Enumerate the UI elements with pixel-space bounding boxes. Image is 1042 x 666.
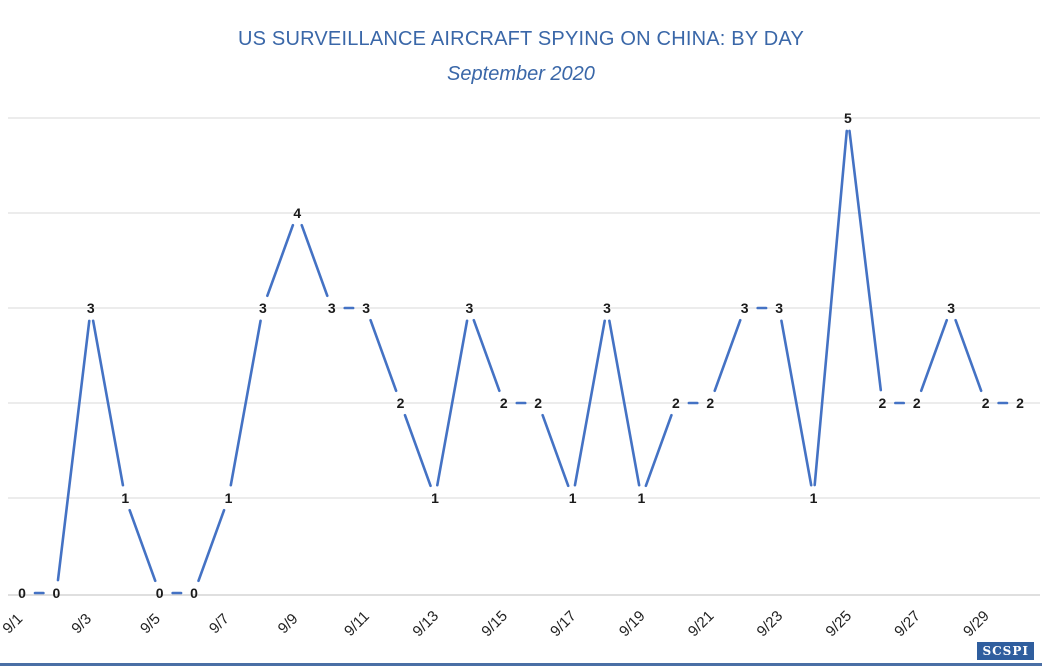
data-label: 3: [465, 300, 473, 316]
data-label: 2: [397, 395, 405, 411]
data-label: 2: [878, 395, 886, 411]
data-label: 1: [810, 490, 818, 506]
series-segment: [472, 318, 501, 393]
data-label: 0: [53, 585, 61, 601]
series-segment: [780, 319, 813, 487]
data-label: 3: [603, 300, 611, 316]
series-segment: [128, 508, 157, 583]
series-segment: [813, 129, 849, 487]
x-tick-label: 9/5: [137, 610, 164, 637]
data-label: 1: [638, 490, 646, 506]
x-tick-label: 9/27: [891, 607, 924, 640]
data-label: 3: [259, 300, 267, 316]
data-label: 2: [500, 395, 508, 411]
x-tick-label: 9/9: [275, 610, 302, 637]
x-tick-label: 9/3: [68, 610, 95, 637]
series-segment: [919, 318, 949, 393]
series-segment: [713, 318, 742, 393]
data-label: 2: [534, 395, 542, 411]
x-tick-label: 9/11: [341, 608, 373, 640]
data-label: 2: [672, 395, 680, 411]
data-labels: 0 0 3 1 0 0 1 3 4 3 3 2 1 3 2 2 1 3 1 2 2 3 3 1 5 2 2 3 2 2: [18, 110, 1024, 601]
series-segment: [56, 319, 91, 582]
series-segment: [403, 413, 432, 488]
data-label: 0: [18, 585, 26, 601]
series-segment: [229, 319, 262, 487]
chart-subtitle: September 2020: [447, 63, 595, 85]
data-label: 2: [1016, 395, 1024, 411]
data-label: 1: [569, 490, 577, 506]
series-segment: [91, 319, 125, 487]
series-segment: [369, 318, 398, 393]
data-label: 1: [121, 490, 129, 506]
series-segment: [541, 413, 570, 488]
data-label: 4: [293, 205, 301, 221]
data-label: 3: [947, 300, 955, 316]
data-label: 0: [190, 585, 198, 601]
series-segment: [573, 319, 607, 487]
series-segment: [197, 508, 226, 583]
x-tick-label: 9/21: [685, 607, 718, 640]
x-tick-label: 9/13: [409, 607, 442, 640]
data-label: 5: [844, 110, 852, 126]
x-tick-label: 9/25: [822, 607, 855, 640]
x-tick-label: 9/29: [960, 607, 993, 640]
series-segment: [608, 319, 641, 487]
data-label: 3: [87, 300, 95, 316]
x-tick-label: 9/23: [754, 607, 787, 640]
data-label: 2: [982, 395, 990, 411]
series-line: [33, 129, 1009, 595]
data-label: 3: [328, 300, 336, 316]
series-segment: [435, 319, 469, 487]
series-segment: [848, 129, 883, 392]
x-tick-label: 9/1: [0, 610, 26, 637]
x-tick-label: 9/15: [478, 607, 511, 640]
x-tick-label: 9/7: [206, 610, 233, 637]
data-label: 2: [706, 395, 714, 411]
data-label: 3: [775, 300, 783, 316]
series-segment: [300, 223, 329, 298]
data-label: 3: [741, 300, 749, 316]
data-label: 3: [362, 300, 370, 316]
data-label: 0: [156, 585, 164, 601]
data-label: 1: [431, 490, 439, 506]
x-tick-label: 9/17: [547, 607, 580, 640]
gridlines: [8, 117, 1040, 499]
x-tick-label: 9/19: [616, 607, 649, 640]
scspi-logo: SCSPI: [977, 642, 1034, 660]
x-tick-labels: 9/1 9/3 9/5 9/7 9/9 9/11 9/13 9/15 9/17 9/19 9/21 9…: [0, 607, 993, 640]
series-segment: [954, 318, 983, 393]
data-label: 1: [225, 490, 233, 506]
series-segment: [644, 413, 673, 488]
data-label: 2: [913, 395, 921, 411]
series-segment: [266, 223, 295, 298]
chart-title: US SURVEILLANCE AIRCRAFT SPYING ON CHINA…: [237, 28, 805, 50]
